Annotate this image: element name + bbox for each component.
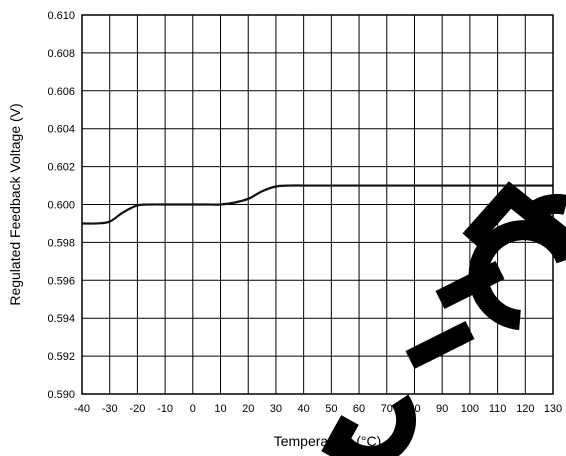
y-tick-label: 0.600 bbox=[47, 200, 75, 212]
x-tick-label: 30 bbox=[270, 403, 282, 415]
x-tick-label: 130 bbox=[544, 403, 562, 415]
x-tick-label: 40 bbox=[298, 403, 310, 415]
y-tick-label: 0.590 bbox=[47, 389, 75, 401]
plot-frame bbox=[81, 14, 554, 395]
x-tick-label: -20 bbox=[129, 403, 145, 415]
y-tick-label: 0.608 bbox=[47, 48, 75, 60]
x-tick-label: 100 bbox=[461, 403, 479, 415]
x-tick-label: 0 bbox=[190, 403, 196, 415]
x-tick-label: 110 bbox=[489, 403, 507, 415]
x-tick-label: 60 bbox=[353, 403, 365, 415]
watermark bbox=[321, 181, 566, 456]
x-tick-label: 50 bbox=[325, 403, 337, 415]
x-axis-title: Temperature (°C) bbox=[274, 433, 382, 449]
y-tick-label: 0.606 bbox=[47, 86, 75, 98]
y-tick-label: 0.596 bbox=[47, 275, 75, 287]
y-axis-title: Regulated Feedback Voltage (V) bbox=[7, 103, 23, 305]
x-tick-label: 80 bbox=[408, 403, 420, 415]
watermark-letter-p bbox=[321, 394, 417, 456]
y-tick-label: 0.610 bbox=[47, 10, 75, 22]
y-tick-labels: 0.590 0.592 0.594 0.596 0.598 0.600 0.602 0.604… bbox=[47, 10, 75, 401]
x-tick-label: 90 bbox=[436, 403, 448, 415]
watermark-letter-c bbox=[468, 220, 566, 330]
x-tick-label: -40 bbox=[74, 403, 90, 415]
y-tick-label: 0.598 bbox=[47, 237, 75, 249]
x-tick-label: 120 bbox=[516, 403, 534, 415]
y-tick-label: 0.602 bbox=[47, 162, 75, 174]
x-tick-label: 20 bbox=[242, 403, 254, 415]
y-tick-label: 0.594 bbox=[47, 313, 75, 325]
y-tick-label: 0.604 bbox=[47, 124, 75, 136]
series-line bbox=[81, 184, 553, 225]
x-tick-label: -10 bbox=[157, 403, 173, 415]
y-tick-label: 0.592 bbox=[47, 351, 75, 363]
x-tick-label: 10 bbox=[214, 403, 226, 415]
x-tick-label: -30 bbox=[102, 403, 118, 415]
x-tick-labels: -40 -30 -20 -10 0 10 20 30 40 50 60 70 80 90 100 110 120… bbox=[74, 403, 562, 415]
x-tick-label: 70 bbox=[381, 403, 393, 415]
watermark-letter-c2 bbox=[522, 193, 566, 223]
